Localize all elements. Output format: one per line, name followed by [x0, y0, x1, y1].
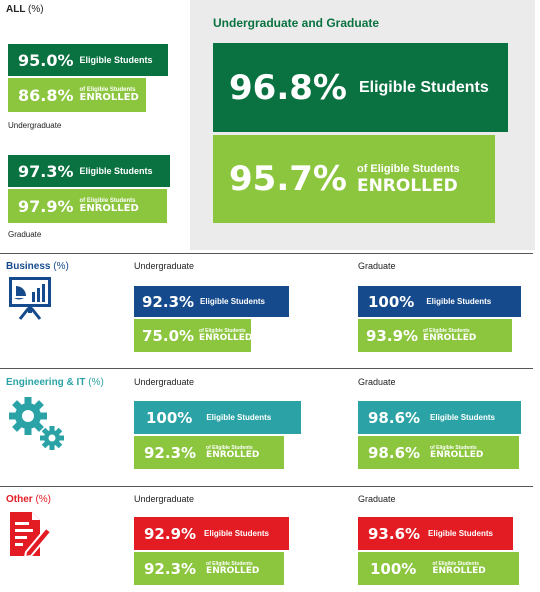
eligible-students-label: Eligible Students: [79, 166, 153, 176]
other-undergrad-enrolled-bar: 92.3% of Eligible Students ENROLLED: [134, 552, 284, 585]
engineering-grad-eligible-value: 98.6%: [368, 408, 421, 427]
engineering-undergrad-eligible-bar: 100% Eligible Students: [134, 401, 301, 434]
of-eligible-label: of Eligible Students: [356, 162, 460, 175]
business-undergrad-eligible-value: 92.3%: [142, 292, 195, 311]
combined-enrolled-bar: 95.7% of Eligible Students ENROLLED: [213, 135, 495, 223]
business-grad-eligible-value: 100%: [368, 292, 415, 311]
section-divider: [0, 486, 533, 487]
enrolled-label: ENROLLED: [199, 332, 253, 343]
other-grad-enrolled-bar: 100% of Eligible Students ENROLLED: [358, 552, 519, 585]
col-undergraduate: Undergraduate: [134, 261, 195, 271]
col-graduate: Graduate: [358, 494, 396, 504]
all-undergrad-enrolled-bar: 86.8% of Eligible Students ENROLLED: [8, 78, 146, 112]
eligible-students-label: Eligible Students: [426, 297, 492, 306]
eligible-students-label: Eligible Students: [430, 413, 495, 422]
of-eligible-label: of Eligible Students: [79, 198, 136, 204]
other-grad-eligible-bar: 93.6% Eligible Students: [358, 517, 513, 550]
eligible-students-label: Eligible Students: [200, 297, 265, 306]
enrolled-label: ENROLLED: [432, 565, 486, 576]
enrolled-label: ENROLLED: [356, 175, 458, 196]
engineering-undergrad-enrolled-value: 92.3%: [144, 443, 197, 462]
other-grad-eligible-value: 93.6%: [368, 524, 421, 543]
all-title: ALL (%): [6, 4, 44, 15]
of-eligible-label: of Eligible Students: [79, 87, 136, 93]
business-grad-enrolled-value: 93.9%: [366, 326, 419, 345]
of-eligible-label: of Eligible Students: [430, 444, 477, 451]
col-graduate: Graduate: [358, 261, 396, 271]
engineering-undergrad-enrolled-bar: 92.3% of Eligible Students ENROLLED: [134, 436, 284, 469]
other-undergrad-eligible-bar: 92.9% Eligible Students: [134, 517, 289, 550]
all-undergrad-eligible-bar: 95.0% Eligible Students: [8, 44, 168, 76]
all-grad-enrolled-value: 97.9%: [18, 196, 74, 216]
business-undergrad-enrolled-bar: 75.0% of Eligible Students ENROLLED: [134, 319, 253, 352]
eligible-students-label: Eligible Students: [358, 78, 489, 96]
engineering-undergrad-eligible-value: 100%: [146, 408, 193, 427]
enrolled-label: ENROLLED: [206, 449, 260, 460]
business-grad-eligible-bar: 100% Eligible Students: [358, 286, 521, 317]
eligible-students-label: Eligible Students: [206, 413, 272, 422]
col-graduate: Graduate: [358, 377, 396, 387]
other-grad-enrolled-value: 100%: [370, 559, 417, 578]
col-undergraduate: Undergraduate: [134, 377, 195, 387]
col-undergraduate: Undergraduate: [134, 494, 195, 504]
combined-eligible-bar: 96.8% Eligible Students: [213, 43, 508, 132]
presentation-chart-icon: [9, 277, 51, 320]
eligible-students-label: Eligible Students: [204, 529, 269, 538]
all-grad-caption: Graduate: [8, 230, 42, 239]
engineering-grad-enrolled-bar: 98.6% of Eligible Students ENROLLED: [358, 436, 519, 469]
all-undergrad-caption: Undergraduate: [8, 121, 62, 130]
eligible-students-label: Eligible Students: [79, 55, 153, 65]
enrolled-label: ENROLLED: [79, 203, 139, 214]
other-undergrad-enrolled-value: 92.3%: [144, 559, 197, 578]
all-grad-enrolled-bar: 97.9% of Eligible Students ENROLLED: [8, 189, 167, 223]
combined-eligible-value: 96.8%: [229, 67, 347, 108]
enrolled-label: ENROLLED: [79, 92, 139, 103]
of-eligible-label: of Eligible Students: [432, 560, 480, 567]
section-divider: [0, 253, 533, 254]
other-title: Other (%): [6, 494, 52, 505]
business-grad-enrolled-bar: 93.9% of Eligible Students ENROLLED: [358, 319, 512, 352]
all-grad-eligible-bar: 97.3% Eligible Students: [8, 155, 170, 187]
business-title: Business (%): [6, 261, 69, 272]
gears-icon: [9, 397, 64, 450]
combined-enrolled-value: 95.7%: [229, 159, 347, 199]
enrolled-label: ENROLLED: [423, 332, 477, 343]
eligible-students-label: Eligible Students: [428, 529, 493, 538]
enrolled-label: ENROLLED: [206, 565, 260, 576]
business-undergrad-enrolled-value: 75.0%: [142, 326, 195, 345]
section-divider: [0, 368, 533, 369]
of-eligible-label: of Eligible Students: [423, 327, 470, 334]
of-eligible-label: of Eligible Students: [206, 444, 253, 451]
document-pen-icon: [10, 512, 52, 558]
combined-title: Undergraduate and Graduate: [213, 16, 380, 30]
all-undergrad-enrolled-value: 86.8%: [18, 85, 74, 105]
engineering-grad-eligible-bar: 98.6% Eligible Students: [358, 401, 521, 434]
business-undergrad-eligible-bar: 92.3% Eligible Students: [134, 286, 289, 317]
all-undergrad-eligible-value: 95.0%: [18, 50, 74, 70]
of-eligible-label: of Eligible Students: [199, 327, 246, 334]
other-undergrad-eligible-value: 92.9%: [144, 524, 197, 543]
of-eligible-label: of Eligible Students: [206, 560, 253, 567]
engineering-title: Engineering & IT (%): [6, 377, 104, 388]
engineering-grad-enrolled-value: 98.6%: [368, 443, 421, 462]
enrolled-label: ENROLLED: [430, 449, 484, 460]
all-grad-eligible-value: 97.3%: [18, 161, 74, 181]
